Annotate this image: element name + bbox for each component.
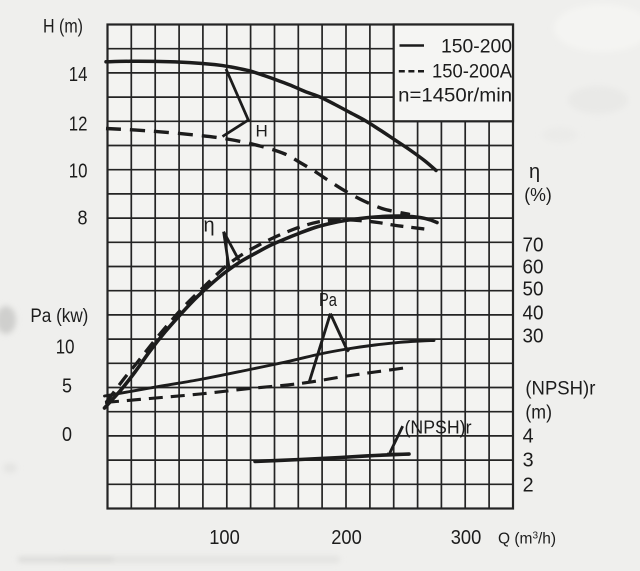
svg-text:(NPSH)r: (NPSH)r (525, 379, 596, 400)
svg-text:100: 100 (209, 527, 240, 549)
svg-text:η: η (529, 161, 540, 183)
svg-text:Pa (kw): Pa (kw) (30, 306, 88, 327)
svg-text:150-200: 150-200 (441, 37, 512, 58)
svg-text:150-200A: 150-200A (432, 62, 512, 83)
svg-text:12: 12 (69, 114, 88, 136)
svg-text:2: 2 (523, 475, 534, 497)
svg-text:(NPSH)r: (NPSH)r (405, 418, 472, 438)
svg-text:3: 3 (523, 450, 534, 472)
svg-text:10: 10 (69, 161, 88, 183)
svg-text:Pa: Pa (319, 290, 338, 310)
svg-text:8: 8 (78, 208, 88, 230)
svg-text:(%): (%) (524, 185, 552, 205)
svg-text:70: 70 (523, 235, 544, 257)
svg-text:η: η (204, 215, 215, 237)
svg-text:(m): (m) (525, 403, 552, 424)
svg-text:200: 200 (331, 527, 362, 549)
svg-text:H (m): H (m) (43, 17, 83, 38)
svg-text:50: 50 (523, 279, 544, 301)
svg-text:Q (m3/h): Q (m3/h) (498, 531, 556, 548)
svg-text:300: 300 (451, 527, 482, 549)
svg-text:4: 4 (523, 426, 534, 448)
svg-text:40: 40 (523, 303, 544, 325)
svg-text:n=1450r/min: n=1450r/min (398, 86, 512, 107)
svg-text:14: 14 (69, 64, 88, 86)
svg-text:0: 0 (62, 424, 72, 446)
svg-text:5: 5 (62, 376, 72, 398)
svg-text:60: 60 (523, 257, 544, 279)
svg-text:30: 30 (523, 326, 544, 348)
svg-text:H: H (256, 122, 268, 141)
svg-text:10: 10 (56, 337, 75, 359)
